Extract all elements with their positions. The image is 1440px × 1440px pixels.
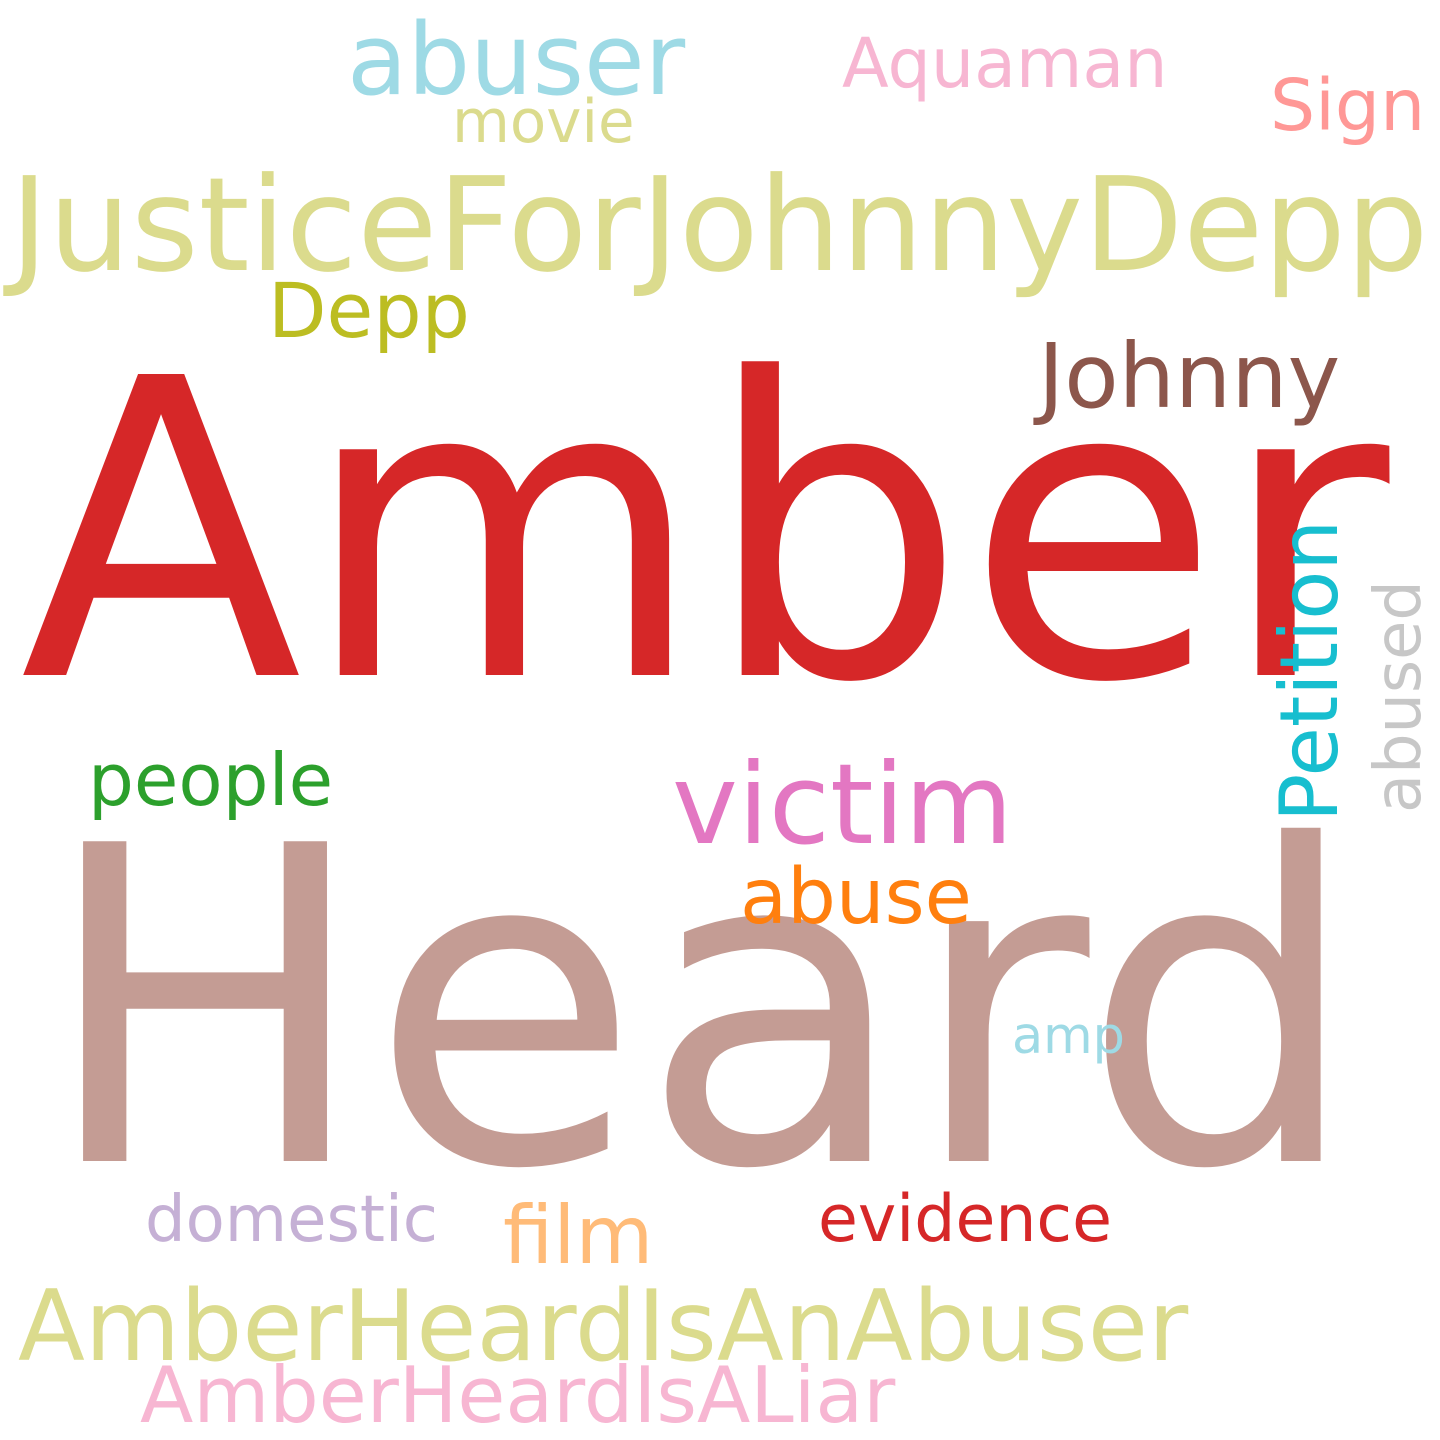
word-movie: movie <box>452 87 635 157</box>
word-amberheard-is-an-abuser: AmberHeardIsAnAbuser <box>18 1270 1189 1384</box>
word-evidence: evidence <box>818 1181 1112 1257</box>
word-abused: abused <box>1362 580 1436 813</box>
word-amp: amp <box>1012 1006 1125 1065</box>
word-amber: Amber <box>20 293 1390 773</box>
word-justicefor-johnnydepp: JusticeForJohnnyDepp <box>10 149 1429 301</box>
word-heard: Heard <box>40 754 1361 1265</box>
word-amberheard-is-a-liar: AmberHeardIsALiar <box>140 1350 896 1440</box>
word-people: people <box>88 739 334 823</box>
word-domestic: domestic <box>145 1183 438 1257</box>
word-petition: Petition <box>1263 519 1356 822</box>
word-depp: Depp <box>268 266 470 355</box>
word-abuser: abuser <box>347 2 686 118</box>
word-aquaman: Aquaman <box>842 25 1168 104</box>
word-film: film <box>503 1189 654 1282</box>
word-victim: victim <box>672 740 1013 870</box>
word-johnny: Johnny <box>1038 324 1341 428</box>
word-sign: Sign <box>1270 63 1426 147</box>
word-abuse: abuse <box>740 852 972 942</box>
